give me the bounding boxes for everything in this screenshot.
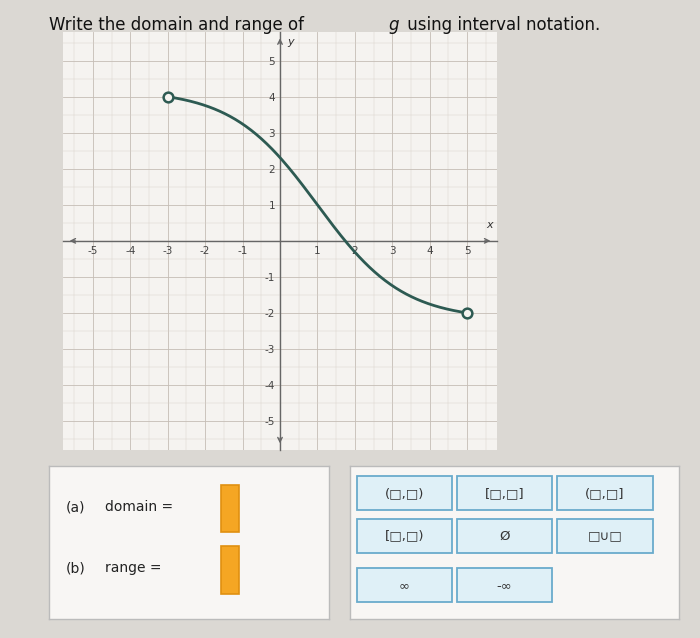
Text: □∪□: □∪□ [587, 530, 622, 543]
Text: Write the domain and range of: Write the domain and range of [49, 16, 309, 34]
FancyBboxPatch shape [457, 477, 552, 510]
FancyBboxPatch shape [356, 568, 452, 602]
Text: range =: range = [105, 561, 162, 575]
Text: using interval notation.: using interval notation. [402, 16, 601, 34]
Text: [□,□]: [□,□] [485, 487, 524, 500]
FancyBboxPatch shape [221, 485, 239, 532]
Text: Ø: Ø [499, 530, 510, 543]
Text: -∞: -∞ [497, 579, 512, 591]
FancyBboxPatch shape [457, 519, 552, 553]
FancyBboxPatch shape [557, 519, 652, 553]
FancyBboxPatch shape [457, 568, 552, 602]
Text: (a): (a) [66, 500, 85, 514]
FancyBboxPatch shape [557, 477, 652, 510]
FancyBboxPatch shape [356, 519, 452, 553]
FancyBboxPatch shape [356, 477, 452, 510]
FancyBboxPatch shape [221, 546, 239, 593]
Text: y: y [288, 37, 294, 47]
Text: (b): (b) [66, 561, 85, 575]
Text: (□,□): (□,□) [384, 487, 424, 500]
Text: g: g [389, 16, 399, 34]
Text: x: x [486, 220, 493, 230]
Text: domain =: domain = [105, 500, 173, 514]
Text: (□,□]: (□,□] [585, 487, 624, 500]
Text: [□,□): [□,□) [384, 530, 424, 543]
Text: ∞: ∞ [399, 579, 409, 591]
